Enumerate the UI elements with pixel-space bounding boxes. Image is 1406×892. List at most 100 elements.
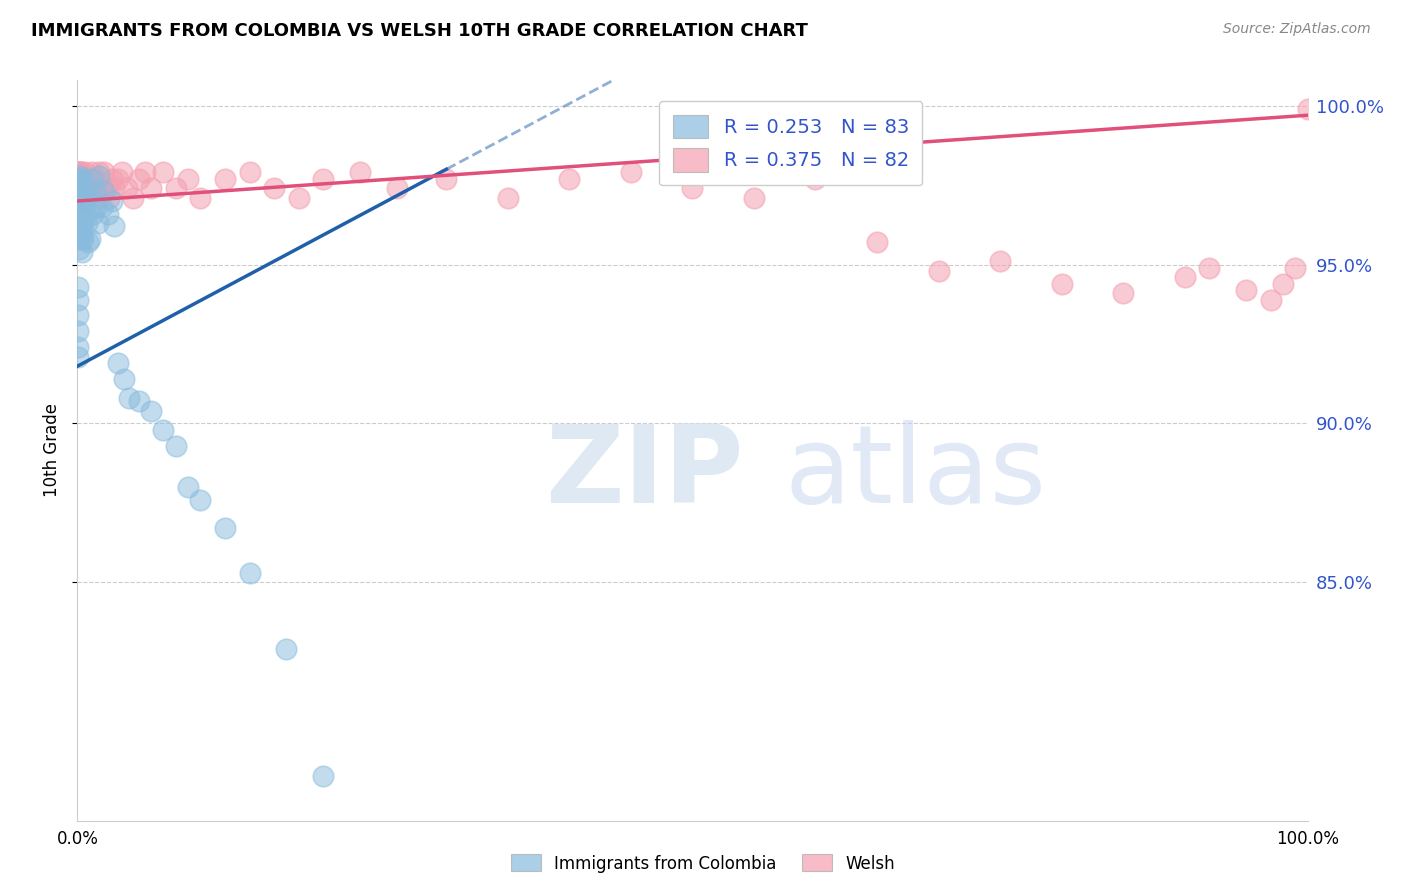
Point	[67, 219, 90, 234]
Point	[89, 169, 111, 183]
Point	[214, 171, 236, 186]
Point	[1112, 286, 1135, 301]
Point	[69, 171, 91, 186]
Point	[72, 207, 94, 221]
Point	[89, 165, 111, 179]
Point	[82, 165, 104, 179]
Point	[82, 171, 104, 186]
Point	[67, 309, 90, 323]
Point	[121, 191, 143, 205]
Point	[177, 480, 200, 494]
Point	[67, 191, 90, 205]
Point	[385, 181, 409, 195]
Point	[70, 207, 93, 221]
Point	[128, 394, 150, 409]
Point	[90, 181, 114, 195]
Point	[80, 191, 103, 205]
Point	[83, 185, 105, 199]
Point	[682, 181, 704, 195]
Point	[73, 191, 96, 205]
Point	[82, 207, 104, 221]
Point	[69, 200, 91, 214]
Point	[72, 197, 94, 211]
Point	[107, 356, 129, 370]
Point	[72, 171, 94, 186]
Text: atlas: atlas	[785, 419, 1046, 525]
Point	[69, 181, 91, 195]
Point	[165, 439, 187, 453]
Point	[101, 171, 124, 186]
Point	[76, 216, 98, 230]
Point	[67, 207, 90, 221]
Point	[118, 391, 141, 405]
Text: ZIP: ZIP	[546, 419, 744, 525]
Point	[67, 242, 90, 256]
Point	[70, 191, 93, 205]
Point	[101, 194, 124, 208]
Point	[77, 171, 100, 186]
Point	[67, 222, 90, 236]
Point	[69, 191, 91, 205]
Point	[97, 207, 120, 221]
Point	[70, 171, 93, 186]
Point	[67, 197, 90, 211]
Point	[70, 191, 93, 205]
Y-axis label: 10th Grade: 10th Grade	[42, 403, 60, 498]
Point	[69, 165, 91, 179]
Point	[67, 185, 90, 199]
Point	[436, 171, 458, 186]
Point	[1260, 293, 1282, 307]
Point	[67, 169, 90, 183]
Point	[77, 235, 100, 250]
Point	[87, 191, 110, 205]
Point	[165, 181, 187, 195]
Point	[69, 181, 91, 195]
Point	[188, 492, 212, 507]
Point	[66, 350, 89, 364]
Legend: R = 0.253   N = 83, R = 0.375   N = 82: R = 0.253 N = 83, R = 0.375 N = 82	[659, 101, 922, 186]
Point	[70, 185, 93, 199]
Point	[103, 181, 125, 195]
Point	[70, 229, 93, 244]
Point	[72, 216, 94, 230]
Point	[96, 181, 118, 195]
Point	[69, 207, 91, 221]
Point	[620, 165, 643, 179]
Point	[69, 165, 91, 179]
Point	[67, 187, 90, 202]
Point	[115, 181, 138, 195]
Point	[112, 372, 135, 386]
Point	[107, 171, 129, 186]
Point	[69, 191, 91, 205]
Point	[69, 185, 91, 199]
Point	[1234, 283, 1257, 297]
Point	[70, 216, 93, 230]
Point	[988, 254, 1011, 268]
Point	[69, 169, 91, 183]
Point	[67, 194, 90, 208]
Point	[69, 171, 91, 186]
Point	[67, 210, 90, 224]
Point	[67, 194, 90, 208]
Point	[69, 191, 91, 205]
Point	[128, 171, 150, 186]
Point	[75, 181, 97, 195]
Point	[67, 293, 90, 307]
Point	[72, 232, 94, 246]
Point	[67, 200, 90, 214]
Point	[1198, 260, 1220, 275]
Point	[66, 324, 89, 338]
Point	[66, 340, 89, 354]
Point	[69, 185, 91, 199]
Point	[67, 232, 90, 246]
Point	[134, 165, 156, 179]
Point	[70, 200, 93, 214]
Point	[72, 191, 94, 205]
Point	[70, 216, 93, 230]
Point	[558, 171, 581, 186]
Point	[67, 181, 90, 195]
Point	[69, 197, 91, 211]
Point	[103, 219, 125, 234]
Point	[188, 191, 212, 205]
Point	[73, 165, 96, 179]
